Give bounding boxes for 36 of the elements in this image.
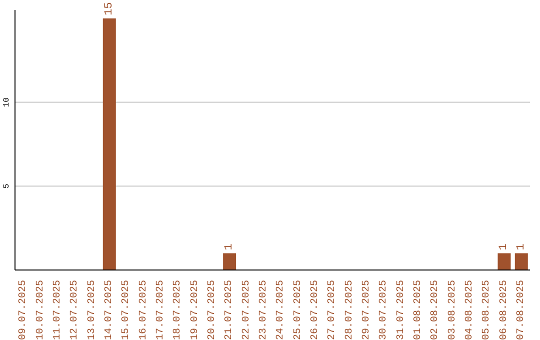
x-tick-label: 12.07.2025	[70, 280, 81, 340]
data-label: 1	[498, 243, 510, 250]
x-tick-label: 22.07.2025	[241, 280, 252, 340]
x-tick-label: 02.08.2025	[430, 280, 442, 340]
x-tick-label: 18.07.2025	[172, 280, 184, 340]
x-tick-label: 15.07.2025	[121, 280, 132, 340]
data-label: 1	[515, 243, 528, 250]
x-tick-label: 27.07.2025	[327, 280, 338, 340]
x-tick-label: 29.07.2025	[361, 280, 372, 340]
x-tick-label: 06.08.2025	[498, 280, 510, 340]
x-tick-label: 16.07.2025	[138, 280, 150, 340]
x-tick-label: 17.07.2025	[155, 280, 166, 340]
x-tick-label: 13.07.2025	[86, 280, 98, 340]
y-tick-label: 10	[2, 97, 12, 108]
data-label: 15	[103, 2, 116, 16]
x-tick-label: 20.07.2025	[206, 280, 218, 340]
x-tick-label: 21.07.2025	[224, 280, 236, 340]
data-label: 1	[224, 243, 236, 250]
x-tick-label: 04.08.2025	[464, 280, 476, 340]
x-tick-label: 19.07.2025	[190, 280, 201, 340]
x-tick-label: 07.08.2025	[516, 280, 527, 340]
x-tick-label: 30.07.2025	[378, 280, 390, 340]
x-tick-label: 14.07.2025	[104, 280, 115, 340]
x-tick-label: 26.07.2025	[310, 280, 321, 340]
x-tick-label: 24.07.2025	[276, 280, 287, 340]
x-tick-label: 31.07.2025	[396, 280, 407, 340]
x-tick-label: 05.08.2025	[482, 280, 493, 340]
x-tick-label: 28.07.2025	[344, 280, 356, 340]
x-tick-label: 09.07.2025	[18, 280, 30, 340]
x-tick-label: 10.07.2025	[35, 280, 46, 340]
x-tick-label: 25.07.2025	[292, 280, 304, 340]
x-tick-label: 23.07.2025	[258, 280, 270, 340]
x-tick-label: 03.08.2025	[447, 280, 458, 340]
y-tick-label: 5	[2, 184, 12, 189]
x-tick-label: 01.08.2025	[412, 280, 424, 340]
x-tick-label: 11.07.2025	[52, 280, 64, 340]
